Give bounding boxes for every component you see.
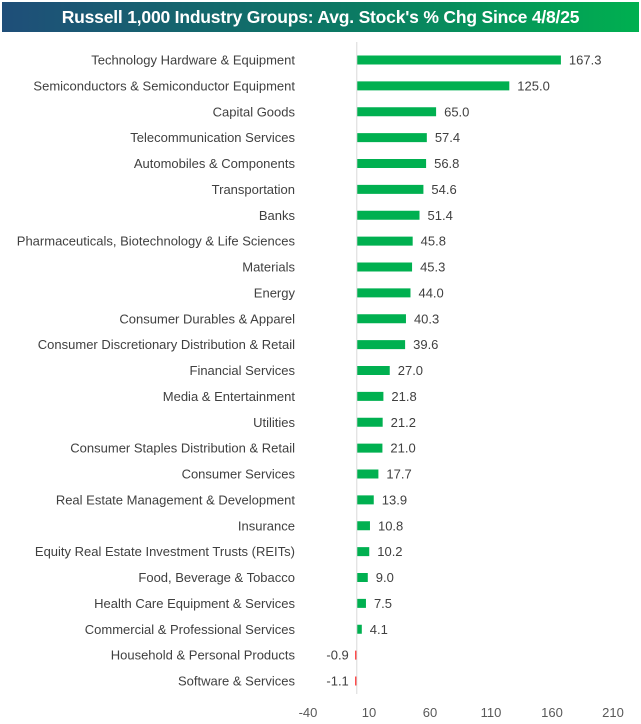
x-tick-label: 210 bbox=[602, 705, 624, 720]
x-tick-label: -40 bbox=[299, 705, 318, 720]
category-label: Commercial & Professional Services bbox=[85, 622, 296, 637]
value-label: 51.4 bbox=[428, 208, 453, 223]
value-label: 54.6 bbox=[431, 182, 456, 197]
value-label: 10.2 bbox=[377, 544, 402, 559]
chart-title: Russell 1,000 Industry Groups: Avg. Stoc… bbox=[2, 2, 639, 32]
x-tick-label: 110 bbox=[481, 705, 502, 720]
bar bbox=[356, 598, 366, 608]
bar bbox=[356, 340, 406, 350]
value-label: -1.1 bbox=[326, 674, 348, 689]
bars bbox=[355, 55, 561, 686]
category-label: Insurance bbox=[238, 518, 295, 533]
category-label: Utilities bbox=[253, 415, 295, 430]
category-label: Consumer Discretionary Distribution & Re… bbox=[38, 337, 295, 352]
category-label: Materials bbox=[242, 260, 295, 275]
bar bbox=[356, 469, 379, 479]
bar bbox=[356, 417, 383, 427]
value-label: 21.8 bbox=[391, 389, 416, 404]
bar bbox=[356, 262, 413, 272]
value-label: 125.0 bbox=[517, 78, 550, 93]
bar bbox=[356, 624, 362, 634]
category-label: Consumer Durables & Apparel bbox=[119, 311, 295, 326]
category-label: Energy bbox=[254, 285, 296, 300]
category-label: Equity Real Estate Investment Trusts (RE… bbox=[35, 544, 295, 559]
value-label: 17.7 bbox=[386, 467, 411, 482]
bar bbox=[356, 159, 427, 168]
bar bbox=[356, 184, 424, 194]
bar bbox=[356, 314, 406, 324]
value-label: 39.6 bbox=[413, 337, 438, 352]
category-labels: Technology Hardware & Equipment Semicondu… bbox=[17, 53, 296, 689]
category-label: Technology Hardware & Equipment bbox=[91, 53, 295, 68]
value-label: 21.2 bbox=[391, 415, 416, 430]
value-label: -0.9 bbox=[326, 648, 348, 663]
bar bbox=[356, 391, 384, 401]
x-tick-labels: -40 10 60 110 160 210 bbox=[299, 705, 624, 720]
bar bbox=[356, 107, 437, 117]
bar bbox=[356, 55, 561, 65]
category-label: Financial Services bbox=[190, 363, 296, 378]
bar bbox=[356, 366, 390, 375]
category-label: Household & Personal Products bbox=[111, 648, 296, 663]
value-label: 7.5 bbox=[374, 596, 392, 611]
bar bbox=[356, 81, 510, 91]
bar bbox=[356, 236, 413, 246]
bar bbox=[356, 443, 383, 453]
value-label: 13.9 bbox=[382, 492, 407, 507]
value-label: 57.4 bbox=[435, 130, 460, 145]
bar bbox=[356, 547, 370, 557]
x-tick-label: 160 bbox=[541, 705, 563, 720]
bar bbox=[356, 288, 411, 298]
category-label: Food, Beverage & Tobacco bbox=[138, 570, 295, 585]
category-label: Banks bbox=[259, 208, 296, 223]
value-label: 9.0 bbox=[376, 570, 394, 585]
bar bbox=[356, 573, 368, 582]
category-label: Automobiles & Components bbox=[134, 156, 296, 171]
value-label: 167.3 bbox=[569, 53, 602, 68]
value-label: 27.0 bbox=[398, 363, 423, 378]
x-tick-label: 60 bbox=[423, 705, 437, 720]
bar bbox=[355, 650, 357, 660]
bar bbox=[356, 133, 427, 143]
category-label: Consumer Staples Distribution & Retail bbox=[70, 441, 295, 456]
category-label: Consumer Services bbox=[182, 467, 296, 482]
value-label: 40.3 bbox=[414, 311, 439, 326]
category-label: Media & Entertainment bbox=[163, 389, 296, 404]
category-label: Capital Goods bbox=[213, 104, 296, 119]
value-label: 56.8 bbox=[434, 156, 459, 171]
category-label: Real Estate Management & Development bbox=[56, 492, 296, 507]
category-label: Transportation bbox=[212, 182, 295, 197]
value-label: 44.0 bbox=[418, 285, 443, 300]
category-label: Software & Services bbox=[178, 674, 296, 689]
value-label: 65.0 bbox=[444, 104, 469, 119]
value-label: 4.1 bbox=[370, 622, 388, 637]
value-label: 45.8 bbox=[421, 234, 446, 249]
value-labels: 167.3 125.0 65.0 57.4 56.8 54.6 51.4 45.8 45.3 44… bbox=[326, 53, 601, 689]
category-label: Telecommunication Services bbox=[130, 130, 295, 145]
value-label: 10.8 bbox=[378, 518, 403, 533]
value-label: 45.3 bbox=[420, 260, 445, 275]
x-tick-label: 10 bbox=[362, 705, 376, 720]
category-label: Semiconductors & Semiconductor Equipment bbox=[33, 78, 295, 93]
category-label: Health Care Equipment & Services bbox=[94, 596, 295, 611]
bar bbox=[355, 676, 357, 686]
bar bbox=[356, 495, 374, 505]
category-label: Pharmaceuticals, Biotechnology & Life Sc… bbox=[17, 234, 296, 249]
bar bbox=[356, 210, 420, 220]
bar bbox=[356, 521, 370, 531]
value-label: 21.0 bbox=[390, 441, 415, 456]
